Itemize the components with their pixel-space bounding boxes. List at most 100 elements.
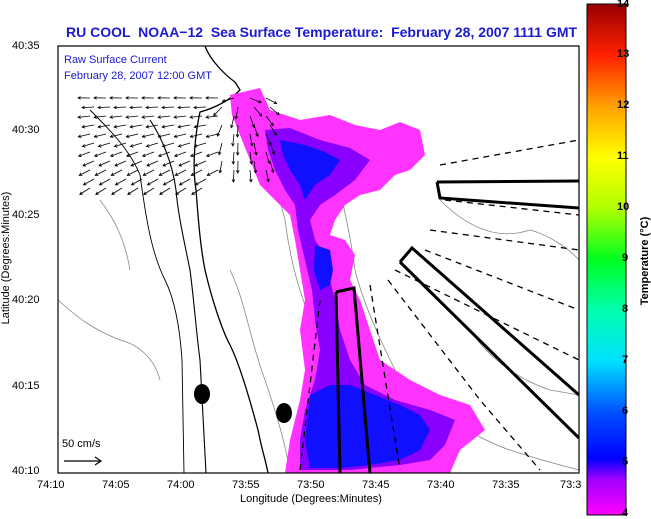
current-vector bbox=[142, 151, 155, 157]
current-vector-head bbox=[98, 163, 103, 167]
current-vector bbox=[82, 124, 95, 128]
current-vector bbox=[206, 151, 219, 157]
current-vector-head bbox=[173, 96, 177, 100]
radar-wedges bbox=[334, 179, 579, 473]
current-vector-head bbox=[235, 152, 240, 156]
x-axis-title: Longitude (Degrees:Minutes) bbox=[240, 493, 382, 505]
current-vector bbox=[143, 169, 155, 176]
current-vector bbox=[174, 133, 187, 138]
current-vector-head bbox=[270, 169, 275, 174]
current-vector bbox=[158, 133, 171, 138]
current-vector-head bbox=[205, 134, 210, 138]
current-vector bbox=[78, 115, 91, 118]
current-vector-head bbox=[273, 100, 278, 105]
current-vector bbox=[265, 115, 274, 126]
current-vector-head bbox=[236, 170, 240, 174]
current-vector bbox=[232, 133, 235, 146]
current-vector-head bbox=[143, 191, 147, 195]
current-vector bbox=[217, 124, 223, 137]
scale-label: 50 cm/s bbox=[62, 438, 101, 450]
current-vector-head bbox=[141, 115, 146, 119]
current-vector-head bbox=[162, 182, 167, 186]
current-vector-head bbox=[142, 172, 147, 176]
current-vector bbox=[206, 133, 219, 138]
current-vector-head bbox=[145, 144, 150, 148]
colorbar-tick: 6 bbox=[622, 405, 629, 417]
current-vector bbox=[98, 142, 111, 147]
current-vector-head bbox=[109, 134, 114, 138]
current-vector-head bbox=[81, 105, 85, 110]
current-vector-head bbox=[161, 144, 166, 148]
y-tick: 40:15 bbox=[12, 380, 40, 392]
current-vector bbox=[269, 160, 274, 173]
y-axis-title: Latitude (Degrees:Minutes) bbox=[0, 191, 12, 325]
current-vector-head bbox=[77, 115, 82, 119]
current-vector bbox=[219, 160, 223, 173]
colorbar-title: Temperature (°C) bbox=[639, 216, 651, 306]
current-vector bbox=[249, 115, 255, 128]
current-vector-head bbox=[157, 115, 162, 119]
current-vector-head bbox=[173, 153, 178, 158]
current-vector-head bbox=[173, 134, 178, 138]
current-vector bbox=[126, 115, 139, 118]
current-vector bbox=[178, 142, 191, 147]
x-tick: 73:40 bbox=[427, 479, 455, 491]
current-vector-head bbox=[93, 153, 98, 158]
currents-label: Raw Surface Current bbox=[64, 54, 167, 66]
current-vector bbox=[158, 115, 171, 118]
current-vector bbox=[78, 151, 91, 157]
current-vector bbox=[130, 124, 143, 128]
current-vector-head bbox=[189, 96, 193, 100]
scale-arrow bbox=[64, 456, 103, 466]
colorbar-tick: 13 bbox=[617, 48, 630, 60]
current-vector-head bbox=[175, 191, 179, 195]
y-tick: 40:35 bbox=[12, 40, 40, 52]
coverage-lines bbox=[299, 139, 579, 471]
y-tick: 40:20 bbox=[12, 294, 40, 306]
current-vector bbox=[222, 97, 235, 102]
current-vector-head bbox=[93, 96, 97, 100]
current-vector-head bbox=[189, 115, 194, 119]
current-vector-head bbox=[178, 182, 183, 186]
current-vector bbox=[232, 169, 235, 183]
current-vector-head bbox=[193, 144, 198, 148]
current-vector bbox=[249, 97, 262, 103]
current-vector-head bbox=[141, 96, 145, 100]
current-vector bbox=[95, 169, 107, 176]
current-vector bbox=[194, 160, 207, 167]
station-marker bbox=[276, 403, 292, 423]
current-vector bbox=[174, 151, 187, 157]
colorbar-tick: 7 bbox=[622, 354, 629, 366]
current-vector-head bbox=[258, 113, 263, 117]
current-vector-head bbox=[234, 115, 239, 120]
x-tick: 73:30 bbox=[560, 479, 582, 491]
current-vector bbox=[213, 106, 223, 116]
current-vector-head bbox=[190, 172, 195, 176]
current-vector-head bbox=[189, 134, 194, 138]
current-vector-head bbox=[125, 153, 130, 158]
current-vector-head bbox=[161, 105, 165, 110]
current-vector bbox=[159, 169, 171, 176]
current-vector-head bbox=[77, 96, 81, 100]
current-vector-head bbox=[129, 124, 134, 129]
x-tick: 73:50 bbox=[297, 479, 325, 491]
current-vector-head bbox=[81, 124, 86, 129]
current-vector bbox=[79, 187, 91, 195]
current-vector bbox=[195, 178, 207, 186]
y-tick: 40:30 bbox=[12, 124, 40, 136]
current-vector-head bbox=[162, 163, 167, 167]
current-vector-head bbox=[235, 134, 240, 138]
coastline bbox=[193, 46, 269, 473]
current-vector-head bbox=[94, 172, 99, 176]
current-vector bbox=[83, 178, 95, 186]
current-vector-head bbox=[231, 161, 236, 165]
current-vector bbox=[145, 106, 159, 108]
current-vector-head bbox=[177, 124, 182, 129]
current-vector-head bbox=[231, 179, 236, 183]
current-vectors bbox=[77, 96, 280, 195]
current-vector-head bbox=[113, 105, 117, 110]
current-vector bbox=[175, 187, 187, 195]
current-vector-head bbox=[205, 115, 210, 119]
current-vector bbox=[110, 133, 123, 138]
